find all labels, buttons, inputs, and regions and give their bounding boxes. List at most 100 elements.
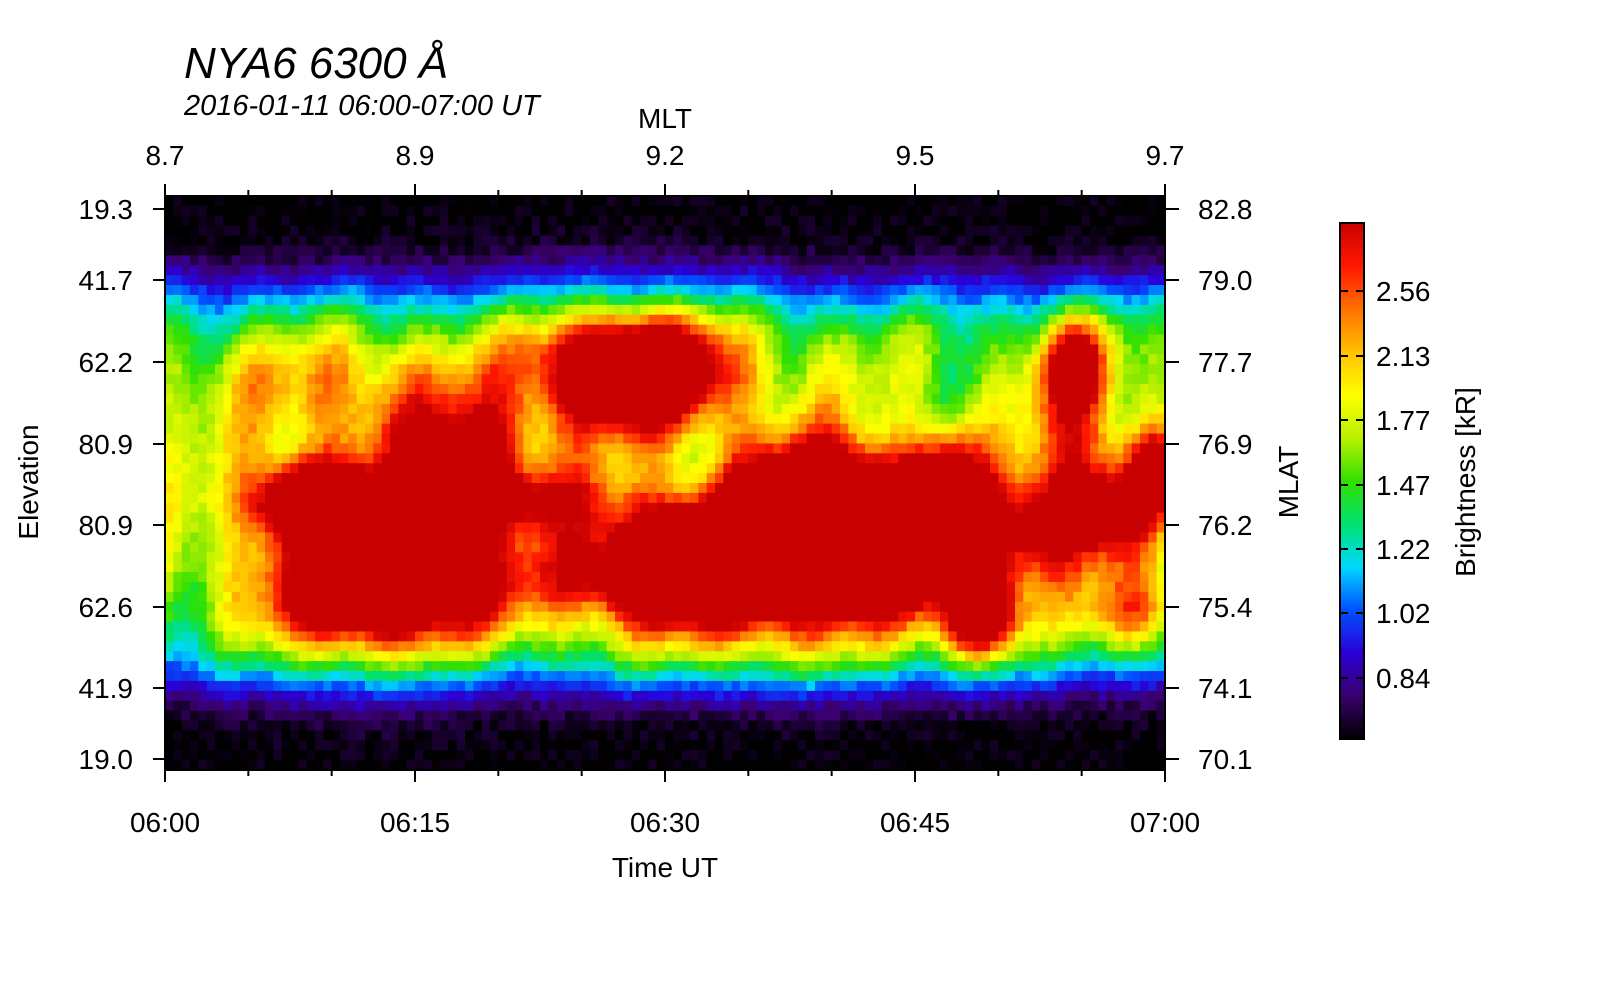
heatmap-cell: [473, 235, 483, 247]
heatmap-cell: [190, 255, 199, 266]
heatmap-cell: [581, 572, 591, 583]
heatmap-cell: [231, 374, 241, 385]
heatmap-cell: [823, 255, 833, 266]
heatmap-cell: [815, 384, 824, 395]
heatmap-cell: [165, 245, 174, 256]
heatmap-cell: [390, 581, 399, 593]
heatmap-cell: [298, 265, 308, 276]
heatmap-cell: [1040, 443, 1049, 454]
heatmap-cell: [1065, 591, 1074, 603]
heatmap-cell: [1115, 344, 1124, 355]
heatmap-cell: [198, 314, 208, 326]
heatmap-cell: [215, 581, 224, 593]
heatmap-cell: [515, 443, 524, 454]
heatmap-cell: [698, 374, 708, 385]
heatmap-cell: [915, 314, 924, 326]
heatmap-cell: [206, 463, 216, 474]
heatmap-cell: [548, 483, 558, 494]
heatmap-cell: [298, 591, 308, 603]
heatmap-cell: [548, 522, 558, 534]
heatmap-cell: [623, 601, 633, 613]
heatmap-cell: [706, 473, 716, 484]
heatmap-cell: [1040, 423, 1049, 435]
heatmap-cell: [1140, 344, 1149, 355]
heatmap-cell: [681, 423, 691, 435]
heatmap-cell: [723, 492, 733, 504]
heatmap-cell: [856, 324, 866, 336]
heatmap-cell: [540, 532, 549, 543]
heatmap-cell: [948, 591, 958, 603]
heatmap-cell: [823, 532, 833, 543]
heatmap-cell: [1131, 542, 1141, 553]
heatmap-cell: [506, 433, 516, 445]
heatmap-cell: [565, 532, 574, 543]
heatmap-cell: [256, 552, 266, 563]
heatmap-cell: [181, 374, 191, 385]
heatmap-cell: [965, 542, 974, 553]
heatmap-cell: [1140, 473, 1149, 484]
heatmap-cell: [431, 275, 441, 286]
heatmap-cell: [1015, 552, 1024, 563]
heatmap-cell: [415, 581, 424, 593]
heatmap-cell: [915, 364, 924, 375]
heatmap-cell: [915, 196, 924, 207]
heatmap-cell: [565, 304, 574, 316]
heatmap-cell: [873, 235, 883, 247]
heatmap-cell: [231, 522, 241, 534]
heatmap-cell: [198, 304, 208, 316]
heatmap-cell: [740, 275, 749, 286]
heatmap-cell: [365, 304, 374, 316]
heatmap-cell: [573, 245, 583, 256]
heatmap-cell: [273, 591, 283, 603]
heatmap-cell: [1098, 552, 1108, 563]
heatmap-cell: [840, 423, 849, 435]
heatmap-cell: [840, 225, 849, 237]
heatmap-cell: [998, 552, 1008, 563]
heatmap-cell: [323, 562, 333, 573]
heatmap-cell: [323, 473, 333, 484]
heatmap-cell: [898, 591, 908, 603]
heatmap-cells: [165, 196, 1166, 771]
heatmap-cell: [981, 354, 991, 365]
heatmap-cell: [831, 532, 841, 543]
heatmap-cell: [1115, 384, 1124, 395]
heatmap-cell: [348, 562, 358, 573]
heatmap-cell: [248, 591, 258, 603]
heatmap-cell: [706, 205, 716, 217]
heatmap-cell: [773, 364, 783, 375]
heatmap-cell: [373, 196, 383, 207]
heatmap-cell: [906, 502, 916, 514]
heatmap-cell: [748, 403, 758, 415]
heatmap-cell: [290, 225, 299, 237]
heatmap-cell: [348, 196, 358, 207]
heatmap-cell: [523, 364, 533, 375]
heatmap-cell: [981, 572, 991, 583]
heatmap-cell: [323, 443, 333, 454]
heatmap-cell: [865, 354, 874, 365]
heatmap-cell: [673, 245, 683, 256]
heatmap-cell: [690, 581, 699, 593]
heatmap-cell: [956, 423, 966, 435]
heatmap-cell: [206, 225, 216, 237]
heatmap-cell: [656, 205, 666, 217]
heatmap-cell: [698, 413, 708, 425]
heatmap-cell: [806, 265, 816, 276]
heatmap-cell: [598, 423, 608, 435]
heatmap-cell: [265, 354, 274, 365]
heatmap-cell: [831, 552, 841, 563]
heatmap-cell: [365, 235, 374, 247]
heatmap-cell: [856, 255, 866, 266]
heatmap-cell: [223, 532, 233, 543]
heatmap-cell: [723, 265, 733, 276]
heatmap-cell: [206, 423, 216, 435]
heatmap-cell: [556, 591, 566, 603]
heatmap-cell: [473, 384, 483, 395]
heatmap-cell: [281, 324, 291, 336]
heatmap-cell: [165, 453, 174, 464]
heatmap-cell: [540, 601, 549, 613]
heatmap-cell: [948, 502, 958, 514]
heatmap-cell: [515, 374, 524, 385]
heatmap-cell: [281, 215, 291, 227]
heatmap-cell: [315, 433, 324, 445]
heatmap-cell: [673, 255, 683, 266]
